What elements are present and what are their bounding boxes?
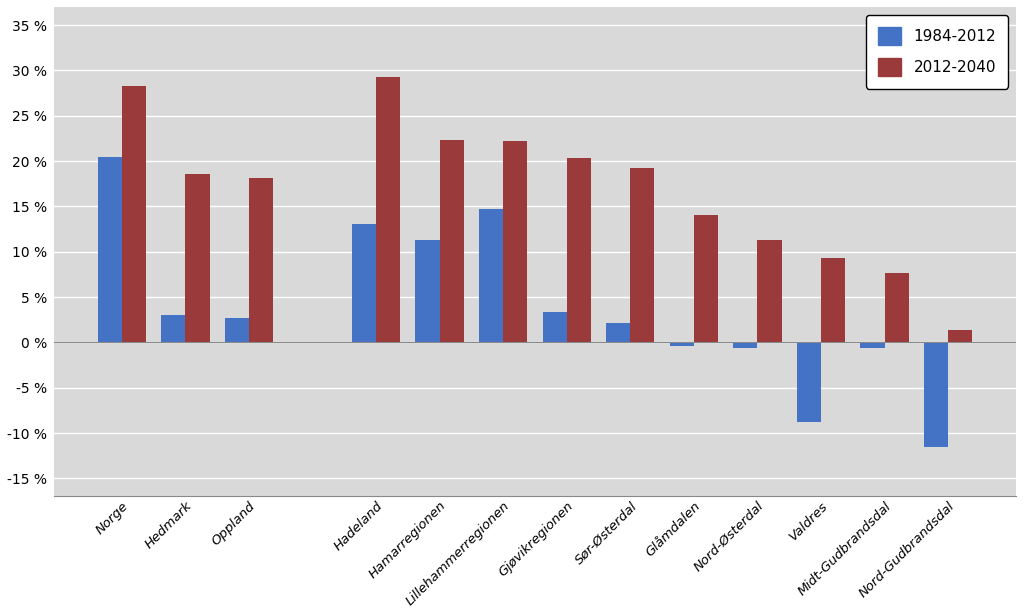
Bar — [249, 178, 273, 343]
Bar — [162, 315, 185, 343]
Bar — [352, 224, 376, 343]
Bar — [733, 343, 757, 348]
Bar — [503, 141, 527, 343]
Bar — [122, 86, 146, 343]
Bar — [376, 77, 400, 343]
Bar — [479, 209, 503, 343]
Bar — [694, 215, 718, 343]
Bar — [670, 343, 694, 346]
Bar — [860, 343, 885, 348]
Bar — [440, 140, 463, 343]
Bar — [542, 312, 567, 343]
Bar — [757, 240, 782, 343]
Bar — [797, 343, 821, 422]
Bar — [415, 240, 440, 343]
Bar — [630, 169, 655, 343]
Bar — [225, 318, 249, 343]
Bar — [821, 258, 845, 343]
Bar — [567, 158, 591, 343]
Bar — [924, 343, 948, 446]
Bar — [948, 330, 972, 343]
Bar — [97, 157, 122, 343]
Bar — [885, 272, 908, 343]
Bar — [607, 323, 630, 343]
Bar — [185, 174, 210, 343]
Legend: 1984-2012, 2012-2040: 1984-2012, 2012-2040 — [866, 15, 1009, 89]
